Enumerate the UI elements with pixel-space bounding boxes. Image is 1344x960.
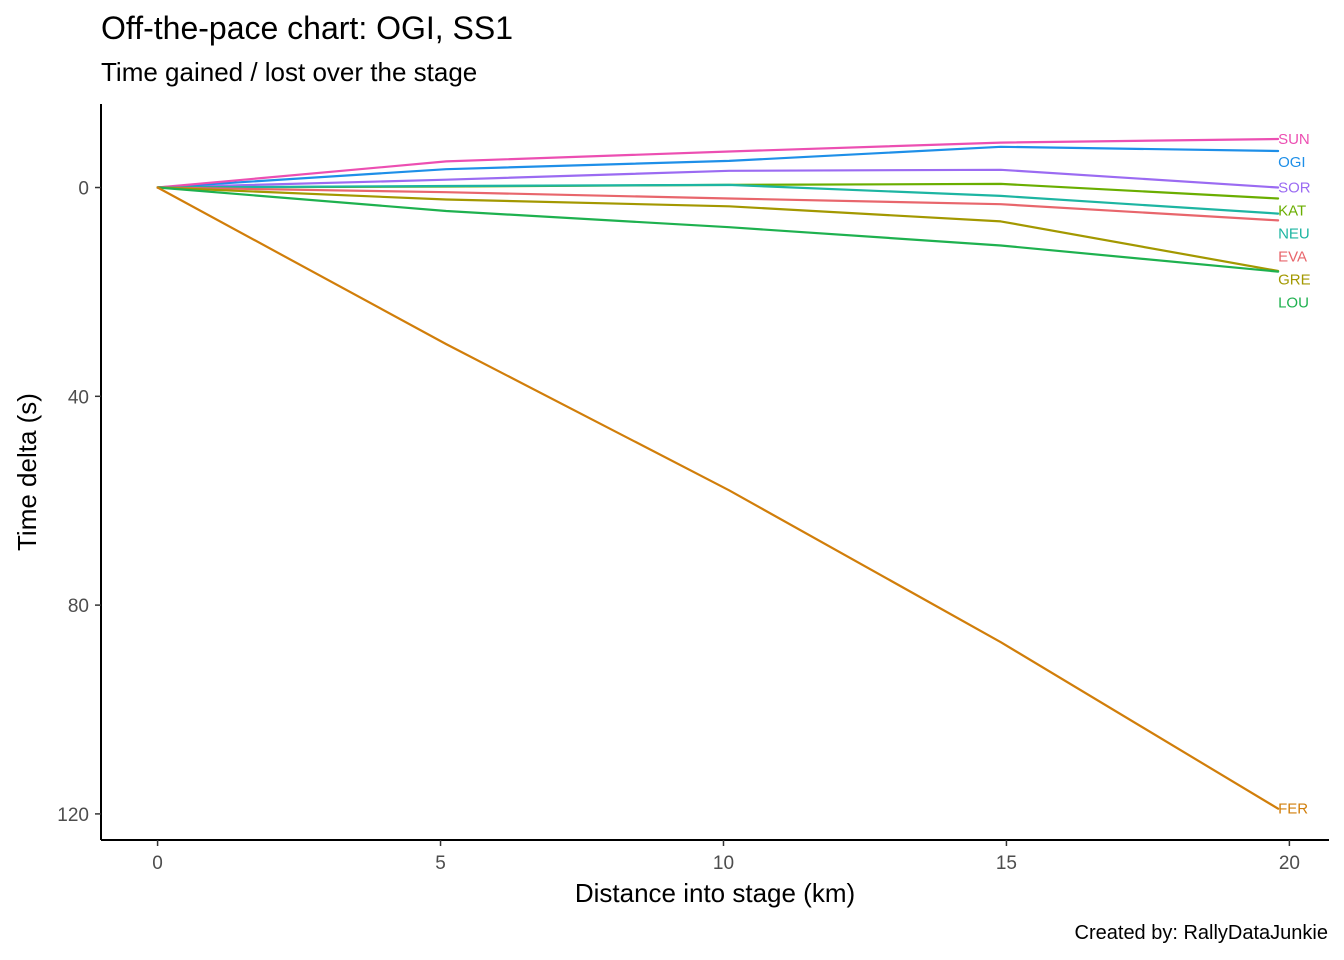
series-label-sun: SUN [1278,131,1310,148]
series-label-eva: EVA [1278,249,1307,266]
x-tick-label: 0 [152,853,163,874]
series-line-ogi [156,145,1280,189]
x-tick-label: 20 [1279,853,1300,874]
chart-subtitle: Time gained / lost over the stage [101,57,478,87]
x-axis-ticks: 0 5 10 15 20 [152,840,1300,874]
series-line-sun [156,137,1280,189]
series-label-sor: SOR [1278,180,1311,197]
series-labels: SUN OGI SOR KAT NEU EVA GRE LOU FER [1278,131,1311,818]
y-axis-ticks: 0 40 80 120 [57,179,101,826]
y-tick-label: 0 [78,179,89,200]
series-line-eva [156,186,1280,222]
series-line-fer [156,186,1280,810]
chart-title: Off-the-pace chart: OGI, SS1 [101,10,514,46]
y-tick-label: 120 [57,805,89,826]
x-tick-label: 10 [713,853,734,874]
x-tick-label: 5 [435,853,446,874]
series-label-lou: LOU [1278,295,1309,312]
series-label-kat: KAT [1278,203,1306,220]
series-label-neu: NEU [1278,226,1310,243]
y-axis-title: Time delta (s) [12,393,42,551]
chart-caption: Created by: RallyDataJunkie [1074,922,1328,944]
x-tick-label: 15 [996,853,1017,874]
y-tick-label: 40 [68,387,89,408]
series-label-ogi: OGI [1278,154,1306,171]
series-label-gre: GRE [1278,272,1311,289]
series-line-lou [156,186,1280,273]
series-lines [156,137,1280,810]
x-axis-title: Distance into stage (km) [575,878,855,908]
y-tick-label: 80 [68,596,89,617]
series-line-neu [156,183,1280,215]
series-label-fer: FER [1278,801,1308,818]
series-line-gre [156,186,1280,273]
series-line-sor [156,168,1280,189]
